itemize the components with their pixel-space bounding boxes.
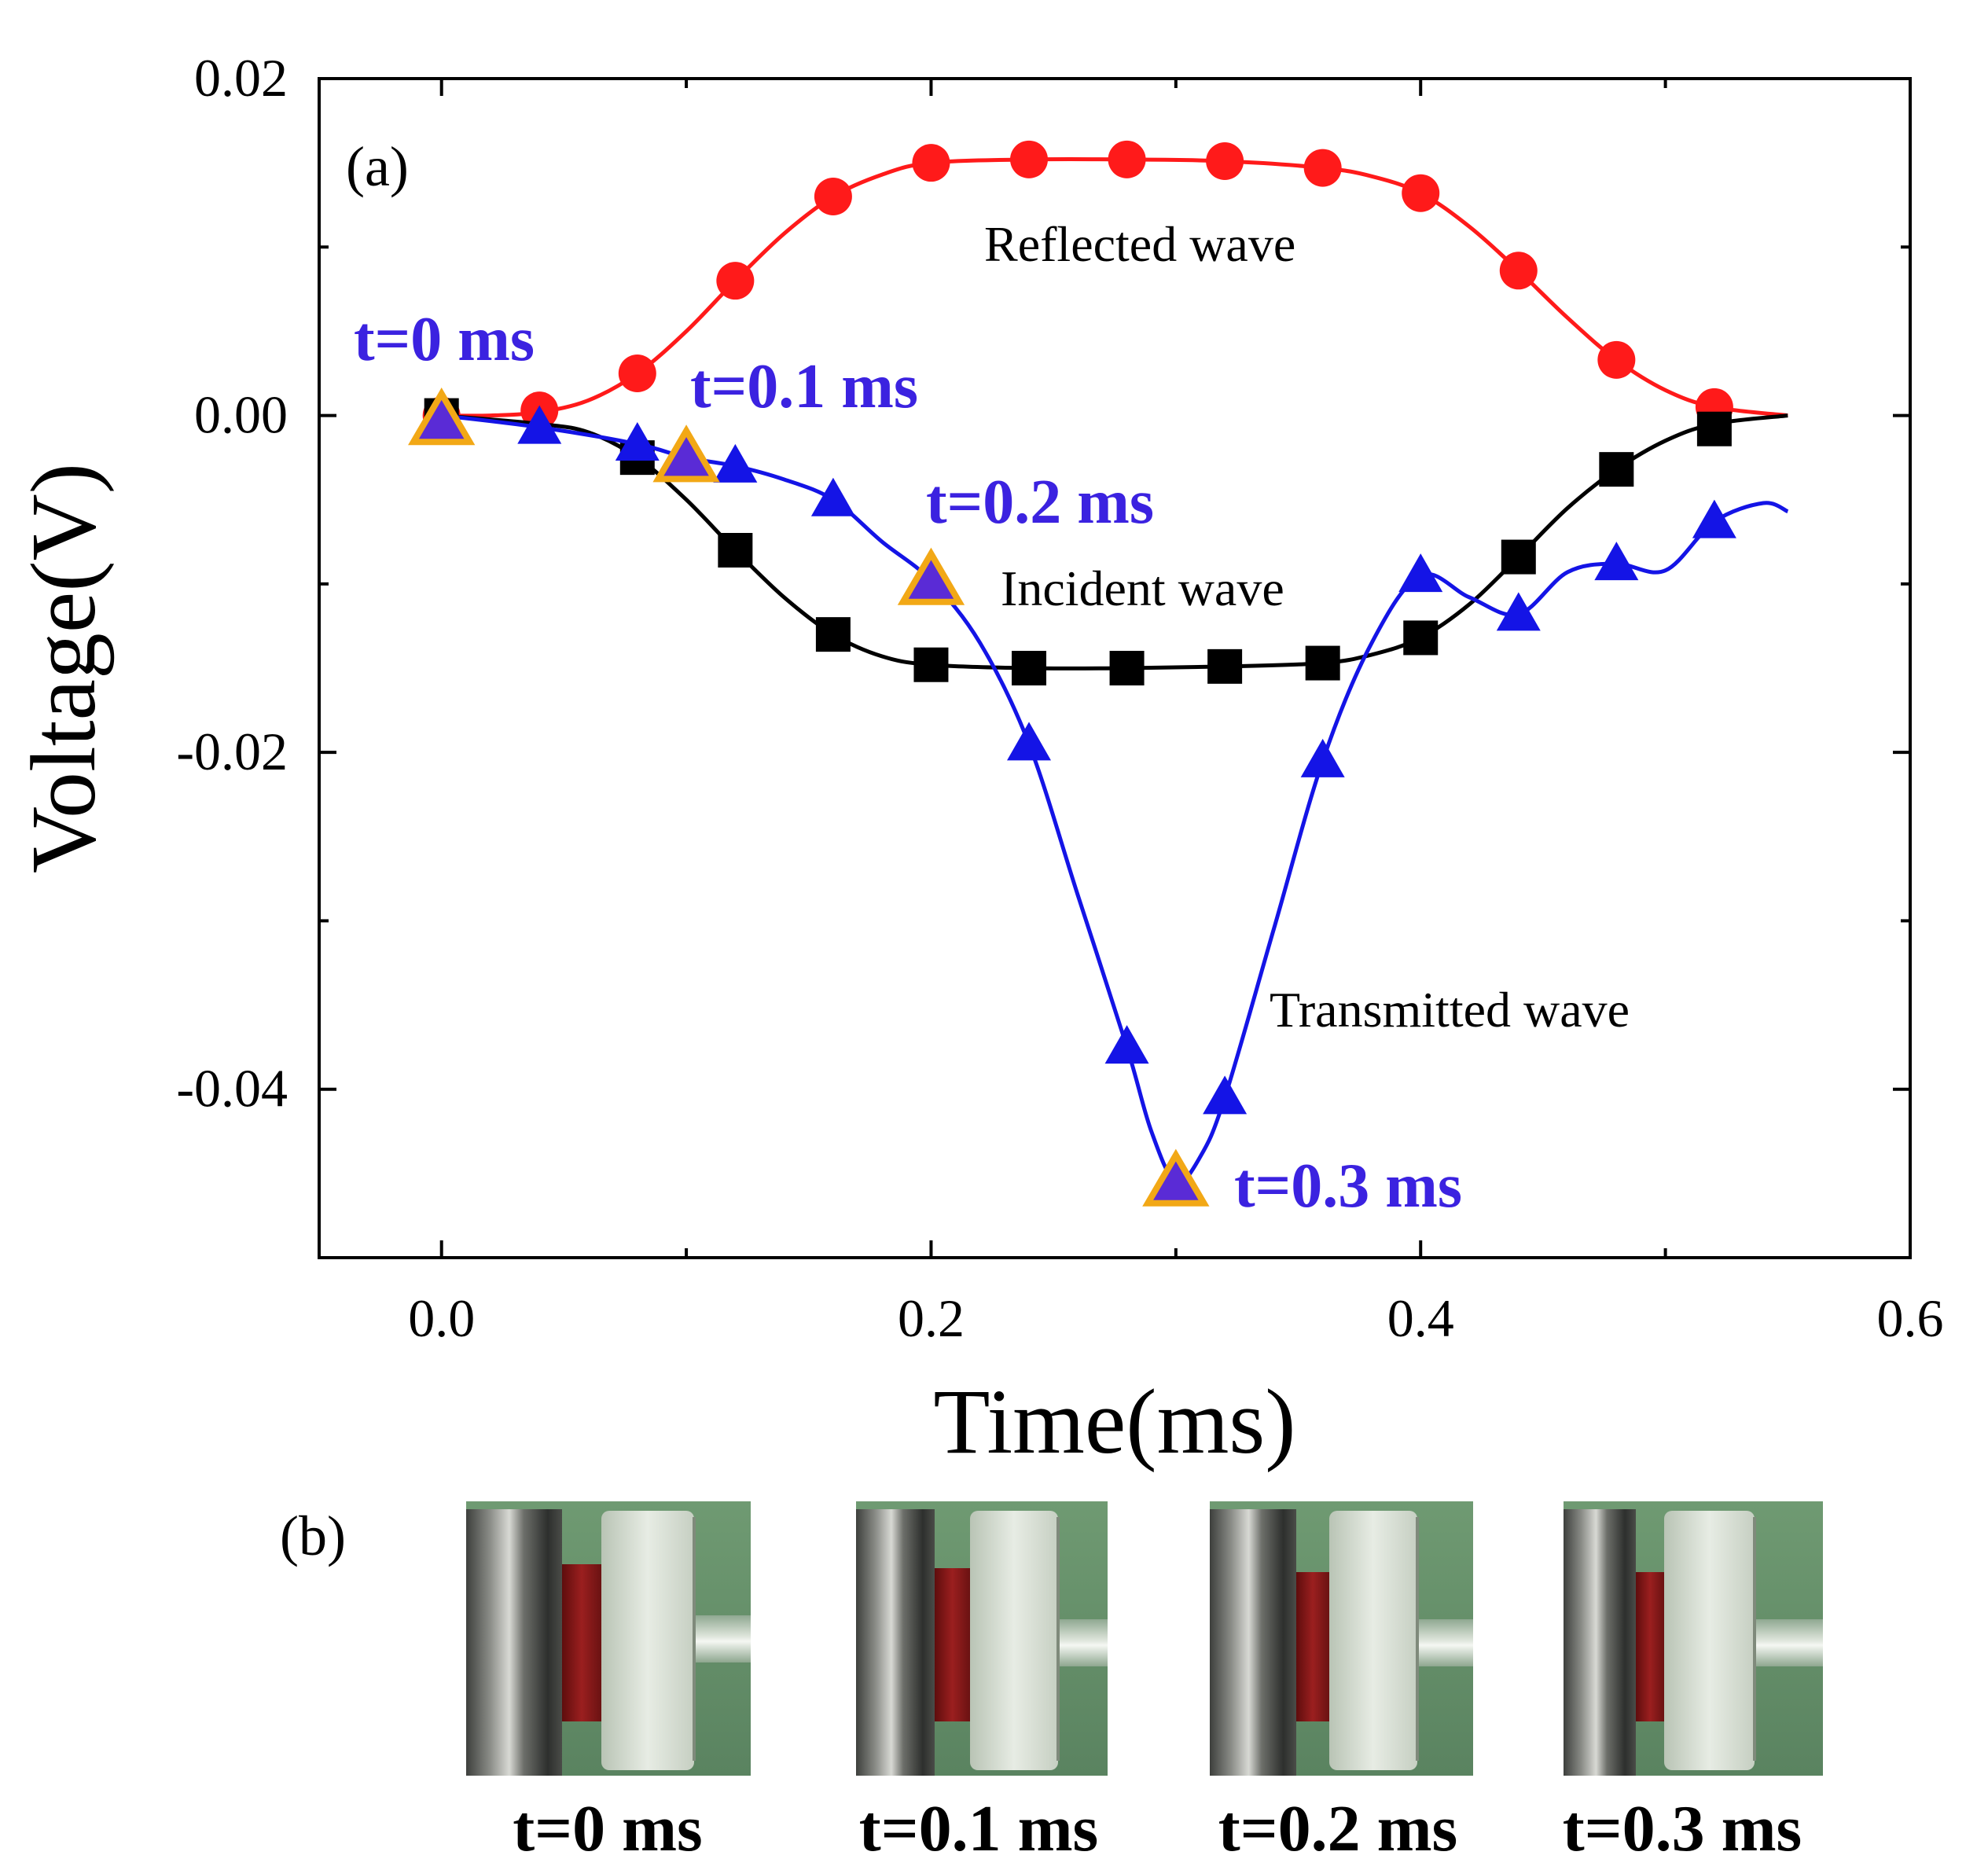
data-point xyxy=(1692,499,1736,538)
photo-caption-3: t=0.2 ms xyxy=(1218,1792,1458,1865)
plot-frame xyxy=(318,77,1912,1259)
data-point xyxy=(815,617,851,652)
tick-labels: 0.0 0.2 0.4 0.6 0.02 0.00 -0.02 -0.04 xyxy=(176,48,1943,1348)
data-point xyxy=(716,262,755,300)
time-label-2: t=0.2 ms xyxy=(926,468,1154,537)
y-tick-label: -0.02 xyxy=(176,722,288,781)
data-point xyxy=(1597,340,1636,379)
panel-a-label: (a) xyxy=(346,135,409,198)
photo-frame-2 xyxy=(856,1501,1108,1776)
series-label-incident: Incident wave xyxy=(1001,560,1284,616)
data-point xyxy=(912,144,950,182)
y-axis-title: Voltage(V) xyxy=(12,463,115,873)
highlight-marker xyxy=(652,424,720,483)
x-tick-label: 0.6 xyxy=(1877,1288,1944,1348)
y-tick-label: 0.00 xyxy=(194,385,288,445)
series-label-transmitted: Transmitted wave xyxy=(1270,982,1630,1038)
photo-frame-4 xyxy=(1564,1501,1823,1776)
series-reflected-wave xyxy=(422,140,1788,435)
x-tick-label: 0.0 xyxy=(408,1288,475,1348)
data-point xyxy=(1499,252,1538,290)
x-axis-title: Time(ms) xyxy=(933,1370,1295,1473)
time-label-3: t=0.3 ms xyxy=(1234,1152,1462,1221)
y-tick-label: -0.04 xyxy=(176,1059,288,1119)
time-label-1: t=0.1 ms xyxy=(690,352,918,421)
data-point xyxy=(1599,452,1634,487)
data-point xyxy=(1402,174,1440,212)
photo-caption-4: t=0.3 ms xyxy=(1563,1792,1802,1865)
data-point xyxy=(1109,651,1145,685)
data-point xyxy=(713,443,758,483)
data-point xyxy=(1696,411,1732,446)
data-point xyxy=(1012,651,1047,685)
data-point xyxy=(1303,149,1342,187)
photo-frame-1 xyxy=(466,1501,751,1776)
time-label-0: t=0 ms xyxy=(354,305,535,374)
data-point xyxy=(718,533,753,568)
photo-frame-3 xyxy=(1210,1501,1473,1776)
data-point xyxy=(1300,738,1345,777)
data-point xyxy=(1010,140,1049,178)
data-point xyxy=(1403,620,1439,656)
data-point xyxy=(517,405,562,444)
highlight-marker xyxy=(897,547,965,605)
data-point xyxy=(1501,539,1536,575)
data-point xyxy=(814,178,852,215)
highlight-marker xyxy=(408,388,476,446)
x-tick-label: 0.2 xyxy=(898,1288,965,1348)
data-point xyxy=(913,647,949,682)
data-point xyxy=(1305,645,1340,681)
data-point xyxy=(1203,1075,1248,1115)
photo-caption-2: t=0.1 ms xyxy=(859,1792,1099,1865)
data-point xyxy=(618,355,656,392)
data-point xyxy=(1496,592,1541,631)
data-point xyxy=(1398,553,1443,593)
data-point xyxy=(1108,140,1146,178)
axis-ticks xyxy=(319,77,1912,1259)
data-point xyxy=(1594,542,1639,581)
panel-b-label: (b) xyxy=(280,1504,346,1567)
data-point xyxy=(615,422,660,461)
photo-caption-1: t=0 ms xyxy=(513,1792,703,1865)
x-tick-label: 0.4 xyxy=(1387,1288,1454,1348)
data-point xyxy=(1104,1025,1149,1064)
highlight-layer xyxy=(408,388,1210,1207)
data-point xyxy=(1007,722,1052,761)
data-point xyxy=(1206,142,1244,180)
data-point xyxy=(810,477,855,516)
highlight-marker xyxy=(1142,1148,1210,1207)
series-label-reflected: Reflected wave xyxy=(984,216,1295,272)
data-point xyxy=(1207,648,1243,684)
y-tick-label: 0.02 xyxy=(194,48,288,108)
